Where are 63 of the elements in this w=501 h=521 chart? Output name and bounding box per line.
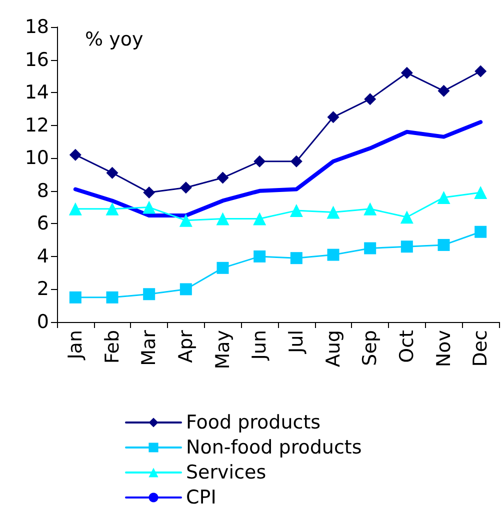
point: [327, 248, 340, 261]
legend-label: Food products: [186, 412, 321, 434]
y-tick-label: 2: [36, 278, 49, 300]
point: [142, 200, 156, 214]
legend-label: Services: [186, 462, 266, 484]
x-tick-label: Jan: [64, 330, 86, 360]
point: [474, 65, 487, 78]
x-tick-label: Mar: [138, 330, 160, 366]
point: [474, 226, 487, 238]
x-tick-label: Oct: [396, 330, 418, 363]
x-tick-label: Feb: [101, 330, 124, 364]
point: [69, 291, 82, 304]
y-axis-title: % yoy: [85, 28, 144, 50]
y-tick-label: 16: [24, 48, 49, 71]
point: [106, 166, 118, 179]
point: [143, 288, 156, 300]
point: [364, 93, 376, 106]
x-tick-label: Dec: [470, 330, 492, 367]
point: [254, 250, 266, 262]
x-tick-label: Jun: [248, 330, 271, 361]
point: [254, 155, 266, 168]
y-tick-label: 18: [24, 16, 49, 38]
point: [69, 148, 82, 161]
point: [438, 84, 450, 97]
y-tick-label: 4: [36, 245, 49, 268]
point: [437, 190, 450, 204]
legend-label: Non-food products: [186, 436, 362, 458]
point: [438, 238, 450, 251]
x-tick-label: Apr: [174, 330, 197, 363]
point: [474, 186, 488, 200]
point: [180, 283, 192, 296]
x-tick-label: Jul: [285, 330, 308, 354]
point: [216, 172, 229, 184]
point: [216, 262, 229, 274]
point: [364, 202, 377, 216]
point: [106, 202, 119, 216]
point: [326, 206, 340, 219]
point: [179, 214, 192, 227]
y-tick-label: 0: [36, 311, 49, 333]
y-tick-label: 12: [24, 114, 49, 136]
y-tick-label: 14: [24, 82, 49, 104]
legend-label: CPI: [186, 486, 216, 508]
x-tick-label: Sep: [359, 330, 382, 366]
point: [290, 204, 303, 218]
point: [68, 202, 82, 216]
point: [400, 66, 413, 79]
y-tick-label: 8: [36, 180, 49, 202]
point: [180, 182, 192, 194]
point: [290, 155, 302, 168]
point: [364, 242, 376, 254]
y-tick-label: 10: [24, 147, 49, 170]
point: [216, 212, 230, 226]
x-tick-label: May: [212, 330, 234, 370]
point: [106, 291, 118, 304]
point: [143, 186, 156, 199]
point: [253, 212, 266, 226]
x-tick-label: Aug: [322, 330, 344, 368]
point: [290, 252, 302, 264]
x-tick-label: Nov: [432, 330, 455, 368]
point: [327, 111, 340, 124]
point: [400, 240, 413, 253]
point: [400, 210, 414, 224]
y-tick-label: 6: [36, 212, 49, 235]
